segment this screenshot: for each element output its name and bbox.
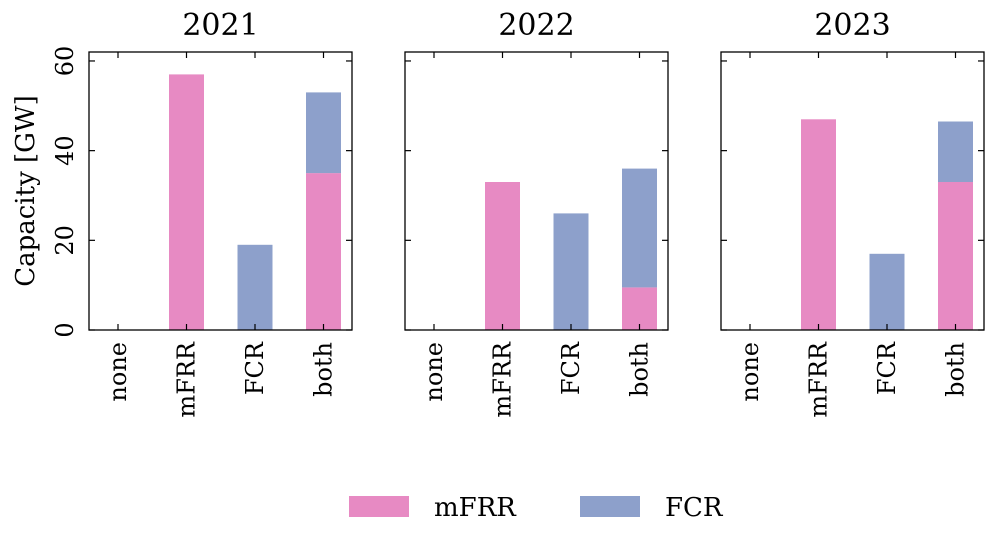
x-tick-label: FCR <box>241 341 269 395</box>
legend-label-FCR: FCR <box>665 493 724 523</box>
bar-2023-FCR-FCR <box>869 253 905 330</box>
y-axis-label: Capacity [GW] <box>11 95 41 287</box>
bar-2023-both-FCR <box>938 121 973 182</box>
axes-frame <box>88 51 353 331</box>
panel-2022: none mFRR FCR both 2022 <box>404 8 669 418</box>
legend-swatch-mFRR <box>349 496 409 517</box>
y-tick-label: 40 <box>51 135 79 166</box>
bar-2022-FCR-FCR <box>553 213 589 330</box>
x-tick-label: none <box>104 342 132 402</box>
bar-2021-both-mFRR <box>306 173 341 330</box>
bar-2021-both-FCR <box>306 92 341 174</box>
x-tick-label: FCR <box>873 341 901 395</box>
bar-2022-mFRR-mFRR <box>485 182 520 330</box>
y-tick-label: 60 <box>51 46 79 77</box>
x-tick-label: both <box>310 342 338 397</box>
panel-title: 2021 <box>182 8 258 43</box>
x-tick-label: none <box>420 342 448 402</box>
panel-2023: none mFRR FCR both 2023 <box>720 8 985 418</box>
legend-label-mFRR: mFRR <box>434 493 517 523</box>
x-tick-label: both <box>626 342 654 397</box>
bar-2021-FCR-FCR <box>237 244 273 330</box>
x-tick-label: mFRR <box>173 341 201 417</box>
x-tick-label: FCR <box>557 341 585 395</box>
x-tick-label: both <box>942 342 970 397</box>
bar-2022-both-FCR <box>622 168 657 288</box>
panel-title: 2023 <box>814 8 890 43</box>
x-tick-label: none <box>736 342 764 402</box>
axes-frame <box>720 51 985 331</box>
panels: none mFRR FCR both 0 20 40 60 2021 none mFRR FCR bot… <box>51 8 985 418</box>
panel-title: 2022 <box>498 8 574 43</box>
y-tick-label: 20 <box>51 225 79 256</box>
legend-swatch-FCR <box>580 496 640 517</box>
panel-2021: none mFRR FCR both 0 20 40 60 2021 <box>51 8 353 418</box>
bar-2021-mFRR-mFRR <box>169 74 204 331</box>
axes-frame <box>404 51 669 331</box>
bar-2023-mFRR-mFRR <box>801 119 836 330</box>
bar-2023-both-mFRR <box>938 182 973 330</box>
bar-2022-both-mFRR <box>622 287 657 330</box>
y-tick-label: 0 <box>51 322 79 337</box>
legend: mFRR FCR <box>349 493 724 523</box>
x-tick-label: mFRR <box>805 341 833 417</box>
x-tick-label: mFRR <box>489 341 517 417</box>
